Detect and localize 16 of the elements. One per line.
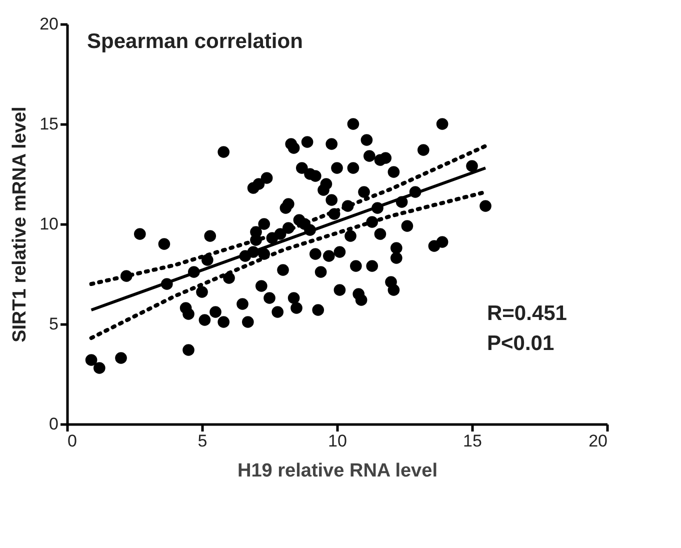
y-tick-label: 15 xyxy=(40,114,58,134)
x-axis-title: H19 relative RNA level xyxy=(238,460,438,482)
y-tick-label: 20 xyxy=(40,14,58,34)
y-axis-title: SIRT1 relative mRNA level xyxy=(10,106,31,342)
line-series xyxy=(89,144,488,286)
y-tick-label: 5 xyxy=(49,314,58,334)
x-tick-label: 10 xyxy=(328,432,347,450)
annotation: R=0.451 xyxy=(487,302,568,325)
y-tick-label: 0 xyxy=(49,414,58,434)
x-tick-label: 15 xyxy=(463,432,482,450)
annotation: Spearman correlation xyxy=(87,30,303,53)
annotation: P<0.01 xyxy=(487,332,554,355)
x-tick-label: 20 xyxy=(588,432,608,450)
x-tick-label: 5 xyxy=(198,432,208,450)
x-tick-label: 0 xyxy=(68,432,77,450)
y-tick-label: 10 xyxy=(40,214,58,234)
